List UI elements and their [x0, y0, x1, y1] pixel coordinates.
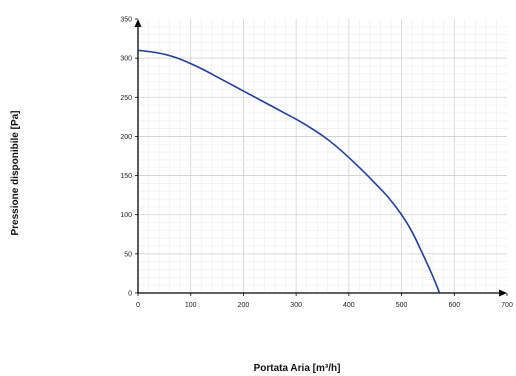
x-axis-arrow-icon: [499, 289, 507, 297]
y-tick-label: 350: [120, 17, 132, 24]
x-tick-label: 0: [136, 302, 140, 309]
x-axis-title: Portata Aria [m³/h]: [254, 363, 341, 374]
series-line: [137, 49, 441, 294]
x-tick-label: 700: [501, 302, 513, 309]
x-tick-label: 600: [448, 302, 460, 309]
y-tick-label: 0: [128, 291, 132, 298]
y-tick-label: 250: [120, 95, 132, 102]
x-tick-label: 400: [343, 302, 355, 309]
y-axis-title: Pressione disponibile [Pa]: [10, 110, 21, 235]
y-tick-label: 100: [120, 212, 132, 219]
axes: [134, 18, 508, 297]
grid: [138, 19, 507, 293]
tick-labels: 0 100 200 300 400 500 600 700 0 50 100 150 200 250 300…: [120, 17, 513, 310]
y-tick-label: 200: [120, 134, 132, 141]
y-tick-label: 300: [120, 56, 132, 63]
y-tick-label: 50: [124, 251, 132, 258]
x-tick-label: 100: [185, 302, 197, 309]
x-tick-label: 300: [290, 302, 302, 309]
y-tick-label: 150: [120, 173, 132, 180]
x-tick-label: 500: [396, 302, 408, 309]
series-group: [137, 49, 441, 294]
y-axis-arrow-icon: [134, 19, 142, 27]
x-tick-label: 200: [238, 302, 250, 309]
